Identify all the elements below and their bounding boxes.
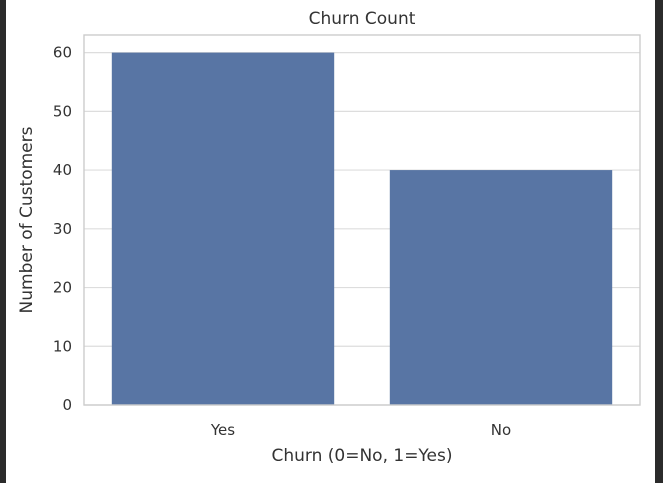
- y-tick-label: 60: [53, 44, 72, 62]
- bar-no: [389, 170, 613, 405]
- x-axis-label: Churn (0=No, 1=Yes): [271, 446, 452, 466]
- y-axis-ticks: 0 10 20 30 40 50 60: [53, 44, 72, 414]
- bar-chart: Churn Count 0 10 20 30 40 50 60 Yes No Churn (0…: [17, 9, 641, 466]
- plot-area-border: [83, 34, 641, 406]
- chart-title: Churn Count: [309, 9, 416, 29]
- y-tick-label: 10: [53, 337, 72, 355]
- chart-frame: Churn Count 0 10 20 30 40 50 60 Yes No Churn (0…: [6, 0, 655, 483]
- x-axis-ticks: Yes No: [210, 421, 511, 439]
- bar-yes: [111, 52, 335, 405]
- y-axis-label: Number of Customers: [17, 126, 37, 313]
- y-tick-label: 30: [53, 220, 72, 238]
- bars: [111, 52, 613, 405]
- x-tick-label: No: [491, 421, 511, 439]
- y-tick-label: 50: [53, 102, 72, 120]
- y-tick-label: 0: [62, 396, 72, 414]
- y-tick-label: 40: [53, 161, 72, 179]
- y-tick-label: 20: [53, 279, 72, 297]
- x-tick-label: Yes: [210, 421, 235, 439]
